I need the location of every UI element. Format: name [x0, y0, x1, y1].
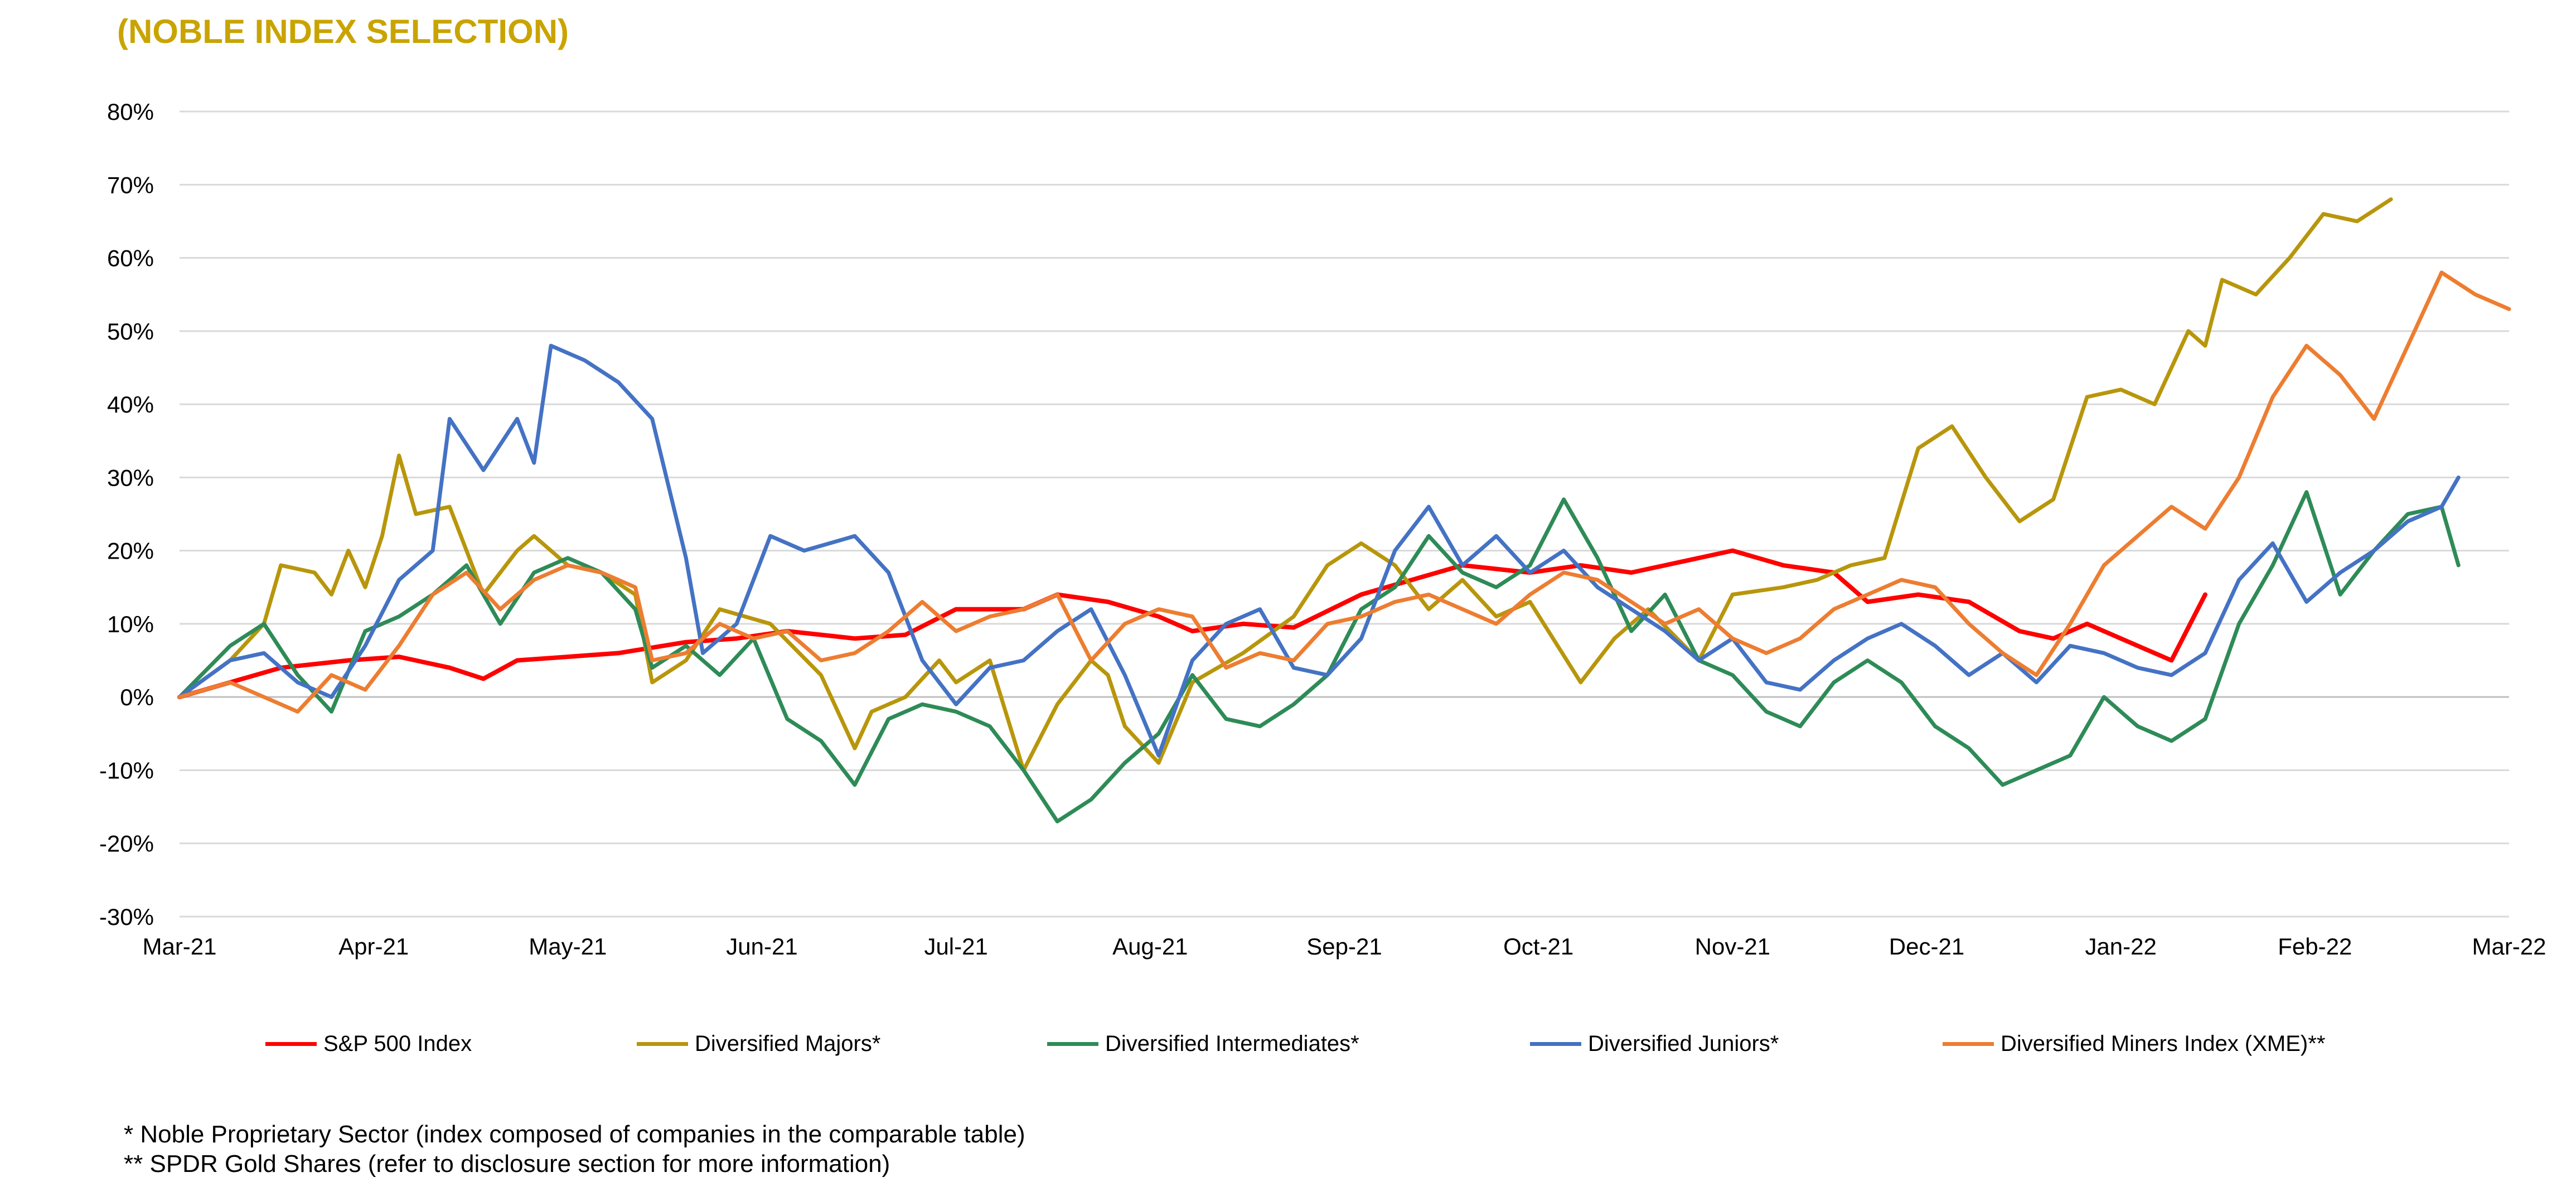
series-line-4	[177, 270, 2511, 714]
y-tick-label: 40%	[107, 391, 154, 418]
y-tick-label: 20%	[107, 538, 154, 564]
legend-label-majors: Diversified Majors*	[695, 1031, 881, 1056]
legend-label-xme: Diversified Miners Index (XME)**	[2001, 1031, 2326, 1056]
x-tick-label: Mar-21	[142, 933, 216, 960]
x-tick-label: Sep-21	[1306, 933, 1382, 960]
series-line-3	[177, 343, 2461, 758]
legend-label-intermediates: Diversified Intermediates*	[1105, 1031, 1359, 1056]
y-tick-label: 10%	[107, 611, 154, 637]
y-tick-label: 50%	[107, 318, 154, 345]
chart-title: (NOBLE INDEX SELECTION)	[117, 13, 569, 50]
legend-swatch-xme	[1943, 1041, 1994, 1046]
y-tick-label: -10%	[99, 757, 154, 783]
footnotes: * Noble Proprietary Sector (index compos…	[124, 1120, 1025, 1179]
x-tick-label: Mar-22	[2472, 933, 2546, 960]
x-tick-label: Oct-21	[1503, 933, 1573, 960]
grid-lines	[180, 110, 2509, 918]
legend-swatch-sp500	[265, 1041, 317, 1046]
legend-item-intermediates: Diversified Intermediates*	[1047, 1027, 1359, 1060]
y-tick-label: 0%	[120, 684, 154, 710]
x-tick-label: Jun-21	[726, 933, 797, 960]
legend-item-xme: Diversified Miners Index (XME)**	[1943, 1027, 2325, 1060]
legend-label-sp500: S&P 500 Index	[323, 1031, 472, 1056]
legend-label-juniors: Diversified Juniors*	[1588, 1031, 1779, 1056]
series-lines	[177, 197, 2511, 823]
x-tick-label: Dec-21	[1889, 933, 1964, 960]
legend-item-juniors: Diversified Juniors*	[1530, 1027, 1779, 1060]
y-tick-label: 30%	[107, 464, 154, 491]
x-tick-label: Aug-21	[1112, 933, 1188, 960]
x-tick-label: Jul-21	[924, 933, 987, 960]
series-line-1	[177, 197, 2393, 772]
footnote-2: ** SPDR Gold Shares (refer to disclosure…	[124, 1150, 890, 1178]
x-tick-label: Feb-22	[2278, 933, 2352, 960]
y-tick-label: 60%	[107, 245, 154, 272]
legend-item-sp500: S&P 500 Index	[265, 1027, 472, 1060]
x-tick-label: May-21	[529, 933, 607, 960]
y-tick-label: -20%	[99, 831, 154, 857]
legend-swatch-intermediates	[1047, 1041, 1098, 1046]
y-tick-label: 70%	[107, 172, 154, 198]
x-tick-label: Apr-21	[338, 933, 409, 960]
footnote-1: * Noble Proprietary Sector (index compos…	[124, 1121, 1025, 1148]
series-line-0	[177, 548, 2207, 700]
y-axis-ticks: 80% 70% 60% 50% 40% 30% 20% 10% 0% -10% -20% -30%	[99, 99, 154, 930]
legend-swatch-majors	[637, 1041, 688, 1046]
x-tick-label: Jan-22	[2085, 933, 2156, 960]
y-tick-label: 80%	[107, 99, 154, 125]
y-tick-label: -30%	[99, 904, 154, 930]
x-axis-ticks: Mar-21 Apr-21 May-21 Jun-21 Jul-21 Aug-21 Sep-…	[142, 933, 2546, 960]
legend-item-majors: Diversified Majors*	[637, 1027, 880, 1060]
legend-swatch-juniors	[1530, 1041, 1581, 1046]
x-tick-label: Nov-21	[1695, 933, 1770, 960]
legend: S&P 500 Index Diversified Majors* Divers…	[0, 1027, 2576, 1060]
